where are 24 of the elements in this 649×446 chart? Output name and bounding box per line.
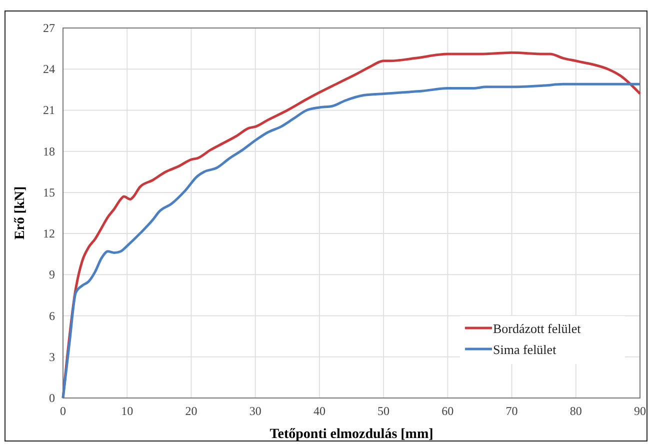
x-tick-label: 70	[506, 404, 518, 418]
y-tick-label: 3	[49, 350, 55, 364]
x-tick-label: 0	[60, 404, 66, 418]
y-tick-label: 15	[43, 185, 55, 200]
x-tick-label: 50	[378, 404, 390, 418]
legend-label: Bordázott felület	[493, 321, 582, 336]
y-tick-label: 6	[49, 308, 55, 323]
y-tick-label: 24	[43, 62, 55, 76]
x-tick-label: 80	[570, 404, 582, 418]
y-tick-label: 18	[43, 144, 55, 158]
x-axis-title: Tetőponti elmozdulás [mm]	[270, 427, 434, 442]
x-tick-label: 90	[634, 404, 646, 418]
y-tick-label: 27	[43, 21, 55, 35]
x-tick-label: 40	[313, 404, 326, 418]
y-tick-label: 12	[43, 226, 55, 241]
legend-label: Sima felület	[493, 342, 557, 357]
y-tick-label: 0	[49, 391, 55, 405]
x-tick-label: 60	[442, 404, 454, 418]
y-tick-label: 21	[43, 103, 55, 118]
y-axis-title: Erő [kN]	[13, 186, 28, 240]
x-tick-label: 30	[249, 404, 262, 418]
y-tick-label: 9	[49, 268, 55, 282]
x-tick-label: 20	[185, 404, 198, 418]
x-tick-label: 10	[121, 404, 134, 418]
